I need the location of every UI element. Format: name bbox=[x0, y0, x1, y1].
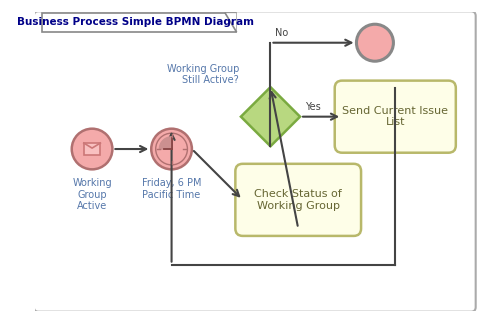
FancyBboxPatch shape bbox=[34, 11, 476, 312]
Circle shape bbox=[156, 133, 187, 165]
Text: Working
Group
Active: Working Group Active bbox=[72, 178, 112, 211]
FancyBboxPatch shape bbox=[42, 13, 236, 32]
Circle shape bbox=[151, 129, 192, 169]
Text: Friday, 6 PM
Pacific Time: Friday, 6 PM Pacific Time bbox=[142, 178, 201, 200]
Text: Check Status of
Working Group: Check Status of Working Group bbox=[254, 189, 342, 211]
FancyBboxPatch shape bbox=[335, 81, 456, 153]
Polygon shape bbox=[225, 13, 236, 32]
FancyBboxPatch shape bbox=[235, 164, 361, 236]
Text: No: No bbox=[275, 28, 288, 38]
Text: Business Process Simple BPMN Diagram: Business Process Simple BPMN Diagram bbox=[17, 17, 254, 27]
FancyBboxPatch shape bbox=[84, 143, 100, 155]
Circle shape bbox=[357, 24, 393, 61]
Polygon shape bbox=[159, 137, 172, 149]
Polygon shape bbox=[241, 87, 300, 146]
Text: Send Current Issue
List: Send Current Issue List bbox=[342, 106, 448, 128]
Text: Working Group
Still Active?: Working Group Still Active? bbox=[167, 64, 239, 85]
Circle shape bbox=[72, 129, 112, 169]
Text: Yes: Yes bbox=[304, 102, 320, 112]
